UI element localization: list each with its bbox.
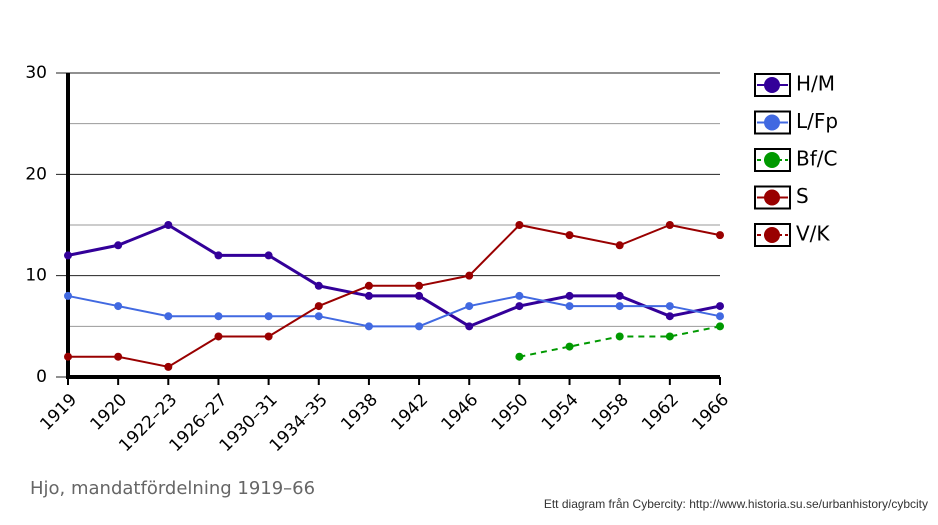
- x-tick-label: 1954: [538, 390, 583, 435]
- legend-label: H/M: [796, 72, 835, 96]
- series-line: [67, 223, 721, 329]
- data-point: [364, 322, 373, 331]
- data-point: [114, 352, 123, 361]
- data-point: [415, 291, 424, 300]
- data-point: [364, 291, 373, 300]
- y-tick-label: 0: [36, 367, 47, 387]
- data-point: [615, 302, 624, 311]
- legend-label: V/K: [796, 222, 830, 246]
- legend-label: L/Fp: [796, 109, 838, 133]
- data-point: [615, 241, 624, 250]
- legend-dot: [764, 227, 780, 243]
- data-point: [615, 332, 624, 341]
- x-tick-label: 1950: [488, 390, 533, 435]
- data-point: [314, 312, 323, 321]
- data-point: [64, 251, 72, 260]
- legend-label: S: [796, 184, 809, 208]
- data-point: [465, 322, 474, 331]
- data-point: [364, 281, 373, 290]
- x-tick-label: 1942: [387, 390, 432, 435]
- data-point: [565, 302, 574, 311]
- data-point: [214, 332, 223, 341]
- data-point: [716, 302, 724, 311]
- legend-dot: [764, 189, 780, 206]
- y-tick-label: 20: [25, 164, 47, 184]
- data-point: [716, 312, 724, 321]
- x-tick-label: 1938: [337, 390, 382, 435]
- data-point: [164, 221, 173, 229]
- data-point: [515, 221, 524, 229]
- data-point: [465, 302, 474, 311]
- data-point: [314, 281, 323, 290]
- x-tick-label: 1966: [688, 390, 733, 435]
- data-point: [515, 352, 524, 361]
- series-line: [519, 325, 721, 358]
- y-tick-label: 10: [25, 266, 47, 286]
- data-point: [415, 281, 424, 290]
- x-tick-label: 1919: [36, 390, 81, 435]
- data-point: [716, 322, 724, 331]
- legend-label: Bf/C: [796, 147, 837, 171]
- x-tick-label: 1946: [438, 390, 483, 435]
- data-point: [264, 251, 273, 260]
- legend-dot: [764, 152, 780, 168]
- data-point: [565, 231, 574, 240]
- x-tick-label: 1962: [638, 390, 683, 435]
- x-tick-label: 1958: [588, 390, 633, 435]
- source: Ett diagram från Cybercity: http://www.h…: [544, 497, 928, 511]
- data-point: [665, 312, 674, 321]
- chart-title: Hjo, mandatfördelning 1919–66: [30, 478, 315, 499]
- data-point: [164, 312, 173, 321]
- legend-dot: [764, 114, 780, 131]
- data-point: [716, 231, 724, 240]
- data-point: [515, 302, 524, 311]
- data-point: [64, 352, 72, 361]
- data-point: [565, 291, 574, 300]
- data-point: [665, 332, 674, 341]
- data-point: [465, 271, 474, 280]
- data-point: [114, 302, 123, 311]
- series-line: [68, 223, 721, 368]
- series-line: [67, 294, 721, 328]
- data-point: [264, 332, 273, 341]
- data-point: [264, 312, 273, 321]
- y-tick-label: 30: [25, 63, 47, 83]
- data-point: [64, 291, 72, 300]
- data-point: [415, 322, 424, 331]
- data-point: [615, 291, 624, 300]
- legend-dot: [764, 77, 780, 93]
- data-point: [665, 302, 674, 311]
- data-point: [515, 291, 524, 300]
- data-point: [214, 312, 223, 321]
- data-point: [565, 342, 574, 351]
- data-point: [314, 302, 323, 311]
- data-point: [665, 221, 674, 229]
- data-point: [164, 362, 173, 371]
- data-point: [114, 241, 123, 250]
- data-point: [214, 251, 223, 260]
- x-tick-label: 1920: [86, 390, 131, 435]
